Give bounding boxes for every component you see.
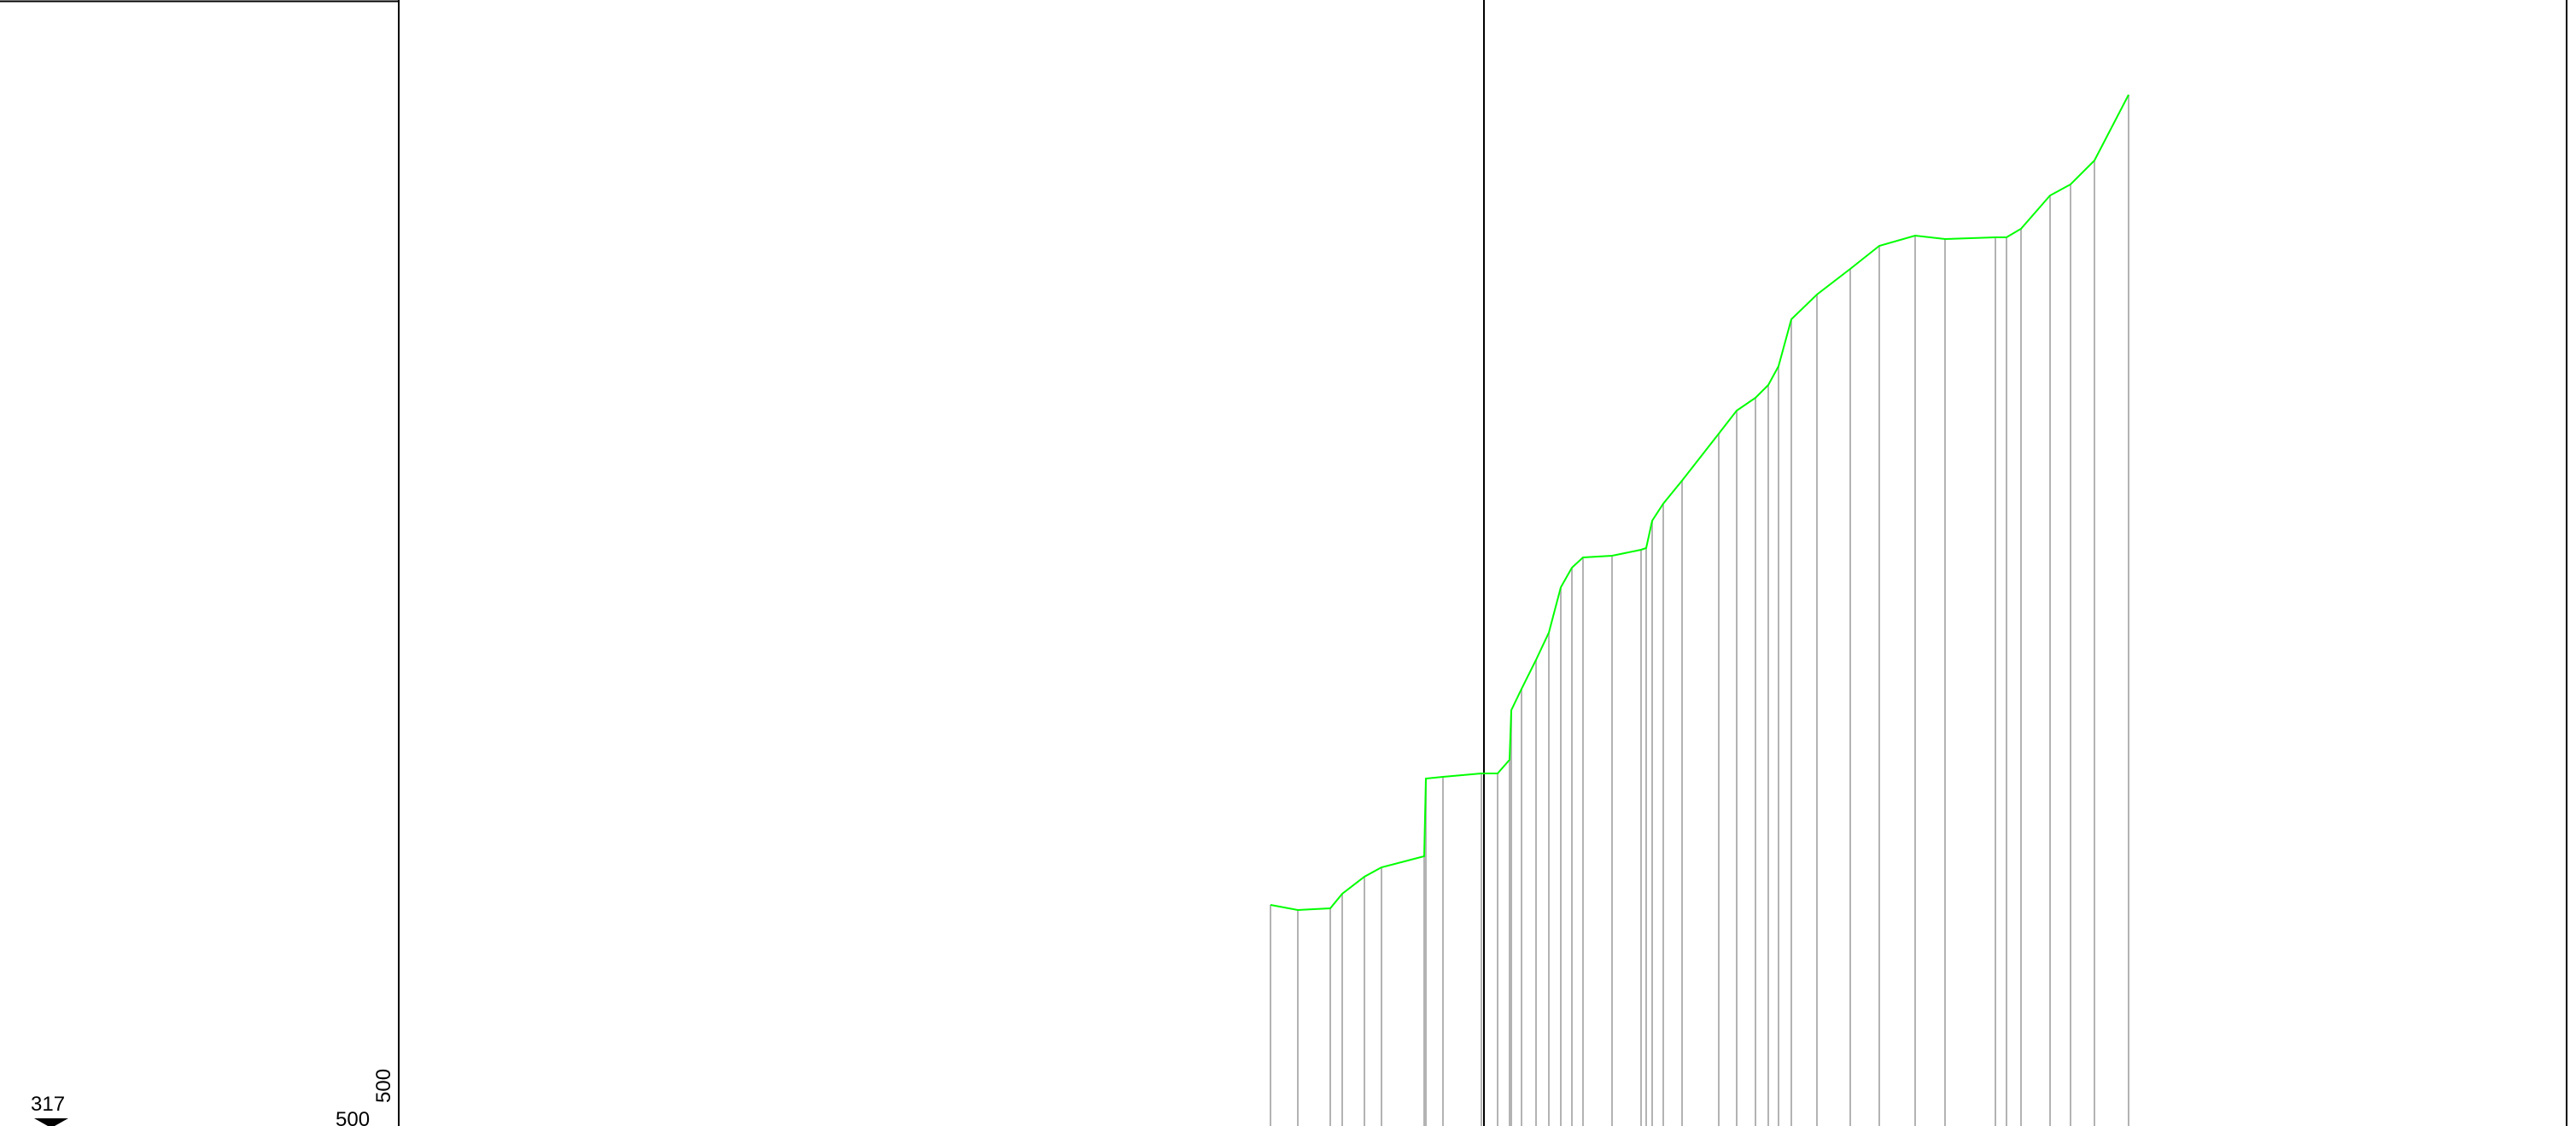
scale-vertical-label: 500 bbox=[372, 1069, 395, 1103]
level-marker-label: 317 bbox=[31, 1093, 65, 1116]
station-lines bbox=[1270, 95, 2129, 1126]
terrain-profile-line bbox=[1270, 94, 2129, 912]
level-marker-icon bbox=[34, 1118, 68, 1126]
scale-bottom-label: 500 bbox=[336, 1108, 370, 1126]
